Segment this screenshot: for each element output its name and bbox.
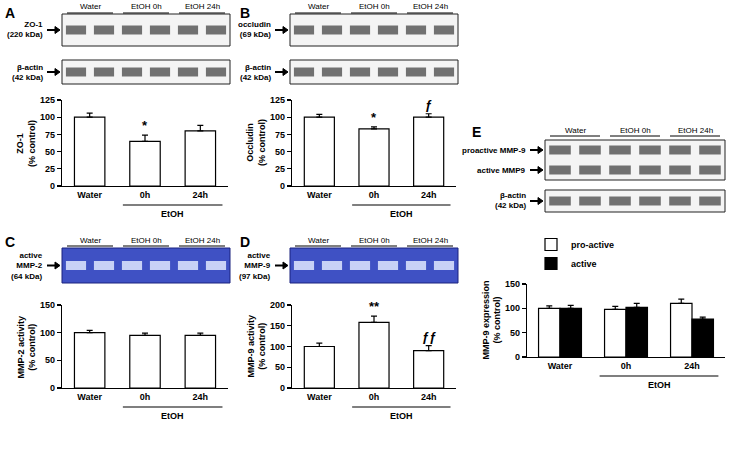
svg-text:0h: 0h bbox=[369, 392, 380, 402]
svg-text:*: * bbox=[371, 110, 377, 125]
svg-text:B: B bbox=[240, 5, 250, 21]
svg-text:50: 50 bbox=[45, 355, 55, 365]
svg-text:0: 0 bbox=[280, 181, 285, 191]
svg-text:Water: Water bbox=[307, 190, 332, 200]
svg-text:75: 75 bbox=[45, 130, 55, 140]
svg-text:0h: 0h bbox=[140, 190, 151, 200]
svg-text:0: 0 bbox=[50, 181, 55, 191]
svg-text:Occludin(% control): Occludin(% control) bbox=[245, 119, 267, 166]
svg-text:Water: Water bbox=[565, 126, 586, 135]
svg-text:EtOH 0h: EtOH 0h bbox=[131, 236, 162, 245]
svg-text:pro-active: pro-active bbox=[571, 240, 614, 250]
svg-text:proactive MMP-9: proactive MMP-9 bbox=[462, 146, 526, 155]
svg-text:ZO-1(% control): ZO-1(% control) bbox=[15, 120, 37, 167]
svg-text:100: 100 bbox=[40, 328, 55, 338]
svg-text:active: active bbox=[571, 259, 597, 269]
svg-text:β-actin(42 kDa): β-actin(42 kDa) bbox=[495, 191, 526, 210]
svg-text:0: 0 bbox=[280, 383, 285, 393]
svg-text:C: C bbox=[5, 234, 15, 250]
svg-text:24h: 24h bbox=[193, 392, 209, 402]
svg-text:EtOH: EtOH bbox=[648, 380, 671, 390]
svg-text:active MMP9: active MMP9 bbox=[477, 166, 526, 175]
svg-text:ZO-1(220 kDa): ZO-1(220 kDa) bbox=[7, 20, 43, 39]
svg-text:β-actin(42 kDa): β-actin(42 kDa) bbox=[12, 63, 43, 82]
svg-text:Water: Water bbox=[308, 2, 329, 11]
svg-text:EtOH 24h: EtOH 24h bbox=[413, 236, 448, 245]
svg-text:75: 75 bbox=[275, 130, 285, 140]
svg-text:EtOH: EtOH bbox=[390, 209, 413, 219]
svg-text:50: 50 bbox=[45, 147, 55, 157]
svg-text:24h: 24h bbox=[684, 361, 700, 371]
svg-text:EtOH 0h: EtOH 0h bbox=[359, 2, 390, 11]
svg-text:A: A bbox=[5, 5, 15, 21]
svg-text:150: 150 bbox=[505, 279, 520, 289]
svg-text:ƒƒ: ƒƒ bbox=[422, 329, 436, 344]
svg-text:D: D bbox=[240, 234, 250, 250]
svg-text:50: 50 bbox=[510, 328, 520, 338]
svg-text:MMP-9 expression(% control): MMP-9 expression(% control) bbox=[481, 280, 503, 359]
svg-text:EtOH: EtOH bbox=[390, 411, 413, 421]
svg-text:ƒ: ƒ bbox=[425, 97, 432, 112]
svg-text:25: 25 bbox=[45, 164, 55, 174]
svg-text:**: ** bbox=[369, 299, 380, 314]
svg-text:activeMMP-9(97 kDa): activeMMP-9(97 kDa) bbox=[239, 251, 271, 281]
svg-text:activeMMP-2(64 kDa): activeMMP-2(64 kDa) bbox=[11, 251, 43, 281]
svg-text:0h: 0h bbox=[621, 361, 632, 371]
svg-text:MMP-9 activity(% control): MMP-9 activity(% control) bbox=[246, 315, 268, 378]
svg-text:EtOH 24h: EtOH 24h bbox=[678, 126, 713, 135]
svg-text:24h: 24h bbox=[193, 190, 209, 200]
svg-text:200: 200 bbox=[270, 300, 285, 310]
svg-text:100: 100 bbox=[270, 342, 285, 352]
svg-text:0: 0 bbox=[515, 352, 520, 362]
svg-text:β-actin(42 kDa): β-actin(42 kDa) bbox=[240, 63, 271, 82]
svg-text:Water: Water bbox=[548, 361, 573, 371]
svg-text:Water: Water bbox=[77, 392, 102, 402]
svg-text:MMP-2 activity(% control): MMP-2 activity(% control) bbox=[16, 316, 38, 379]
svg-text:Water: Water bbox=[308, 236, 329, 245]
svg-text:24h: 24h bbox=[421, 392, 437, 402]
svg-text:EtOH 24h: EtOH 24h bbox=[185, 2, 220, 11]
svg-text:EtOH 0h: EtOH 0h bbox=[359, 236, 390, 245]
svg-text:EtOH 24h: EtOH 24h bbox=[413, 2, 448, 11]
svg-text:*: * bbox=[142, 118, 148, 133]
svg-text:125: 125 bbox=[40, 95, 55, 105]
svg-text:occludin(69 kDa): occludin(69 kDa) bbox=[238, 20, 271, 39]
svg-text:100: 100 bbox=[40, 112, 55, 122]
svg-text:EtOH: EtOH bbox=[161, 411, 184, 421]
svg-text:25: 25 bbox=[275, 164, 285, 174]
svg-text:50: 50 bbox=[275, 147, 285, 157]
svg-text:125: 125 bbox=[270, 95, 285, 105]
svg-text:EtOH 0h: EtOH 0h bbox=[620, 126, 651, 135]
svg-text:E: E bbox=[472, 124, 481, 140]
svg-text:50: 50 bbox=[275, 362, 285, 372]
svg-text:0h: 0h bbox=[369, 190, 380, 200]
svg-text:EtOH: EtOH bbox=[161, 209, 184, 219]
svg-text:150: 150 bbox=[40, 300, 55, 310]
svg-text:150: 150 bbox=[270, 321, 285, 331]
svg-text:Water: Water bbox=[80, 2, 101, 11]
svg-text:0: 0 bbox=[50, 383, 55, 393]
svg-text:EtOH 0h: EtOH 0h bbox=[131, 2, 162, 11]
svg-text:0h: 0h bbox=[140, 392, 151, 402]
svg-text:EtOH 24h: EtOH 24h bbox=[185, 236, 220, 245]
svg-text:100: 100 bbox=[270, 112, 285, 122]
svg-text:24h: 24h bbox=[421, 190, 437, 200]
svg-text:Water: Water bbox=[307, 392, 332, 402]
svg-text:100: 100 bbox=[505, 303, 520, 313]
svg-text:Water: Water bbox=[77, 190, 102, 200]
svg-text:Water: Water bbox=[80, 236, 101, 245]
